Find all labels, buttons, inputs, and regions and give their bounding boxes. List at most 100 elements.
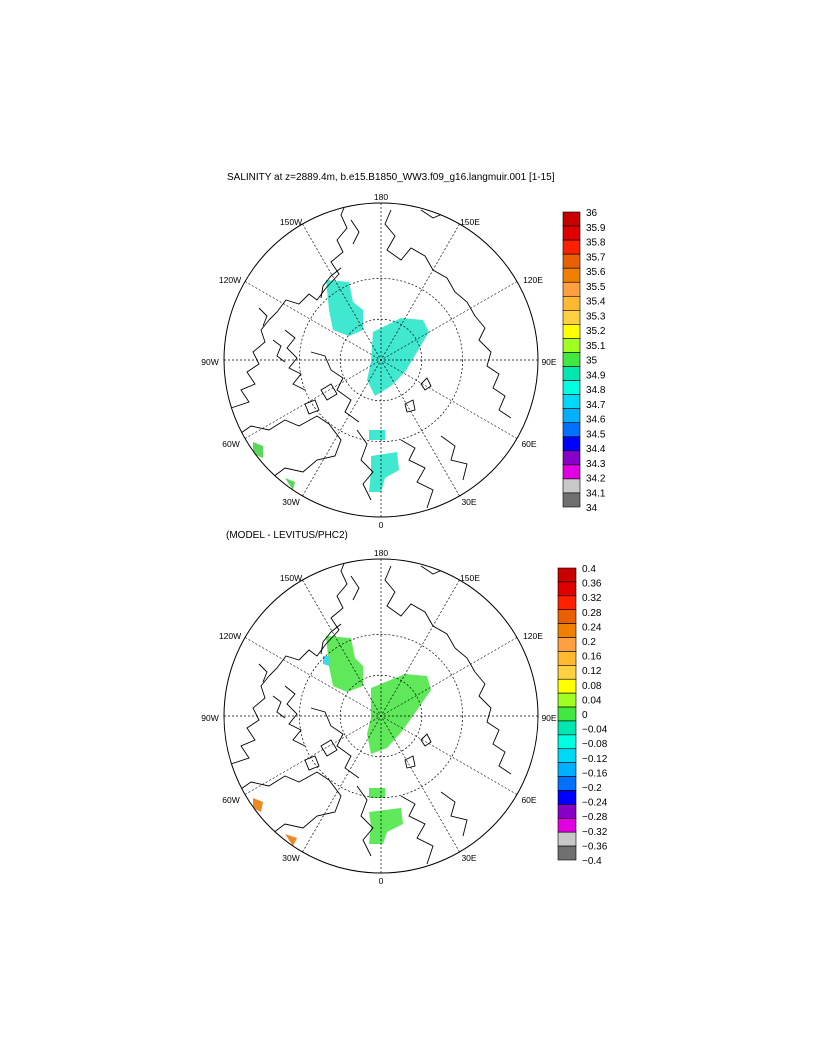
colorbar-label: 0.4 bbox=[582, 564, 596, 575]
colorbar: 36 35.9 35.8 35.7 35.6 35.5 35.4 35.3 35.2 35.1 35… bbox=[562, 208, 606, 514]
colorbar-label: −0.32 bbox=[582, 827, 608, 838]
colorbar-box bbox=[557, 817, 577, 833]
coastline bbox=[320, 267, 342, 299]
colorbar-box bbox=[562, 253, 581, 269]
latitude-circle bbox=[299, 278, 463, 442]
anomaly-region-fram-strait bbox=[369, 788, 385, 798]
colorbar-box bbox=[557, 595, 577, 611]
colorbar-label: 35.5 bbox=[586, 282, 606, 293]
lon-120w-label: 120W bbox=[219, 631, 241, 641]
coastline bbox=[320, 623, 342, 655]
colorbar-box bbox=[562, 324, 581, 339]
anomaly-region-canada-basin bbox=[326, 636, 363, 692]
latitude-circle bbox=[339, 674, 423, 758]
lon-60w-label: 60W bbox=[222, 439, 239, 449]
coastline bbox=[272, 339, 286, 363]
coastline bbox=[304, 399, 320, 415]
lon-180-label: 180 bbox=[374, 192, 388, 202]
coastline bbox=[474, 315, 512, 419]
coastline bbox=[420, 733, 432, 747]
salinity-region-eurasian-basin bbox=[367, 318, 429, 396]
colorbar-box bbox=[562, 211, 581, 227]
colorbar-box bbox=[557, 762, 577, 777]
latitude-circle bbox=[299, 634, 463, 798]
lon-90e-label: 90E bbox=[541, 357, 556, 367]
colorbar-box bbox=[557, 567, 577, 583]
colorbar-box bbox=[562, 380, 581, 395]
colorbar-label: 34.6 bbox=[586, 415, 606, 426]
colorbar-label: 35.4 bbox=[586, 297, 606, 308]
colorbar-label: 35.6 bbox=[586, 267, 606, 278]
colorbar-box bbox=[557, 609, 577, 624]
colorbar-label: 35.9 bbox=[586, 223, 606, 234]
lon-60e-label: 60E bbox=[521, 795, 536, 805]
meridian-line bbox=[302, 223, 460, 497]
colorbar-label: −0.08 bbox=[582, 739, 608, 750]
coastline bbox=[284, 329, 306, 391]
lon-90w-label: 90W bbox=[201, 713, 218, 723]
coastline bbox=[310, 707, 360, 779]
colorbar-box bbox=[562, 436, 581, 452]
coastline bbox=[400, 439, 434, 509]
colorbar-label: 0.12 bbox=[582, 666, 602, 677]
coastline bbox=[384, 209, 476, 317]
colorbar: 0.4 0.36 0.32 0.28 0.24 0.2 0.16 0.12 0.08 0.04 0 −… bbox=[557, 564, 608, 867]
colorbar-label: 34.4 bbox=[586, 444, 606, 455]
coastline bbox=[230, 771, 342, 837]
colorbar-label: 0.16 bbox=[582, 652, 602, 663]
colorbar-box bbox=[557, 678, 577, 694]
colorbar-box bbox=[557, 804, 577, 819]
colorbar-box bbox=[562, 310, 581, 325]
colorbar-box bbox=[562, 281, 581, 297]
colorbar-label: 34 bbox=[586, 503, 598, 514]
anomaly-region-small-negative bbox=[323, 656, 329, 666]
lon-60w-label: 60W bbox=[222, 795, 239, 805]
colorbar-label: 36 bbox=[586, 208, 598, 219]
colorbar-label: 34.8 bbox=[586, 385, 606, 396]
colorbar-box bbox=[562, 267, 581, 283]
colorbar-label: 35.2 bbox=[586, 326, 606, 337]
coastline bbox=[230, 415, 342, 481]
coastline bbox=[268, 559, 348, 677]
coastline bbox=[400, 795, 434, 865]
coastline bbox=[440, 791, 468, 837]
coastline bbox=[272, 695, 286, 719]
colorbar-box bbox=[557, 623, 577, 638]
lon-150e-label: 150E bbox=[460, 217, 480, 227]
lon-0-label: 0 bbox=[379, 520, 384, 530]
colorbar-box bbox=[562, 225, 581, 241]
colorbar-box bbox=[557, 831, 577, 847]
colorbar-box bbox=[562, 338, 581, 353]
lon-120e-label: 120E bbox=[523, 631, 543, 641]
colorbar-label: 0.32 bbox=[582, 593, 602, 604]
coastline bbox=[284, 685, 306, 747]
colorbar-label: 0.24 bbox=[582, 622, 602, 633]
colorbar-box bbox=[557, 665, 577, 680]
map-border bbox=[223, 558, 539, 874]
colorbar-label: −0.04 bbox=[582, 725, 608, 736]
colorbar-box bbox=[562, 295, 581, 311]
colorbar-box bbox=[562, 478, 581, 494]
anomaly-region-atlantic-edge bbox=[285, 834, 297, 846]
colorbar-box bbox=[557, 651, 577, 666]
lon-90e-label: 90E bbox=[541, 713, 556, 723]
lon-60e-label: 60E bbox=[521, 439, 536, 449]
salinity-region-atlantic-edge bbox=[285, 478, 295, 490]
colorbar-label: 34.7 bbox=[586, 400, 606, 411]
coastline bbox=[350, 575, 360, 601]
lon-150e-label: 150E bbox=[460, 573, 480, 583]
coastline bbox=[268, 203, 348, 321]
coastline bbox=[474, 671, 512, 775]
colorbar-label: 0.2 bbox=[582, 637, 596, 648]
coastline bbox=[420, 377, 432, 391]
coastline bbox=[320, 383, 338, 401]
colorbar-label: 34.3 bbox=[586, 459, 606, 470]
colorbar-label: −0.12 bbox=[582, 754, 608, 765]
latitude-circle bbox=[339, 318, 423, 402]
colorbar-box bbox=[557, 845, 577, 861]
map-border bbox=[223, 202, 539, 518]
panel-salinity: 180 150E 120E 90E 60E 30E 0 30W 60W 90W 120W 150W 36… bbox=[201, 192, 606, 530]
colorbar-label: 0.04 bbox=[582, 695, 602, 706]
lon-30e-label: 30E bbox=[461, 853, 476, 863]
